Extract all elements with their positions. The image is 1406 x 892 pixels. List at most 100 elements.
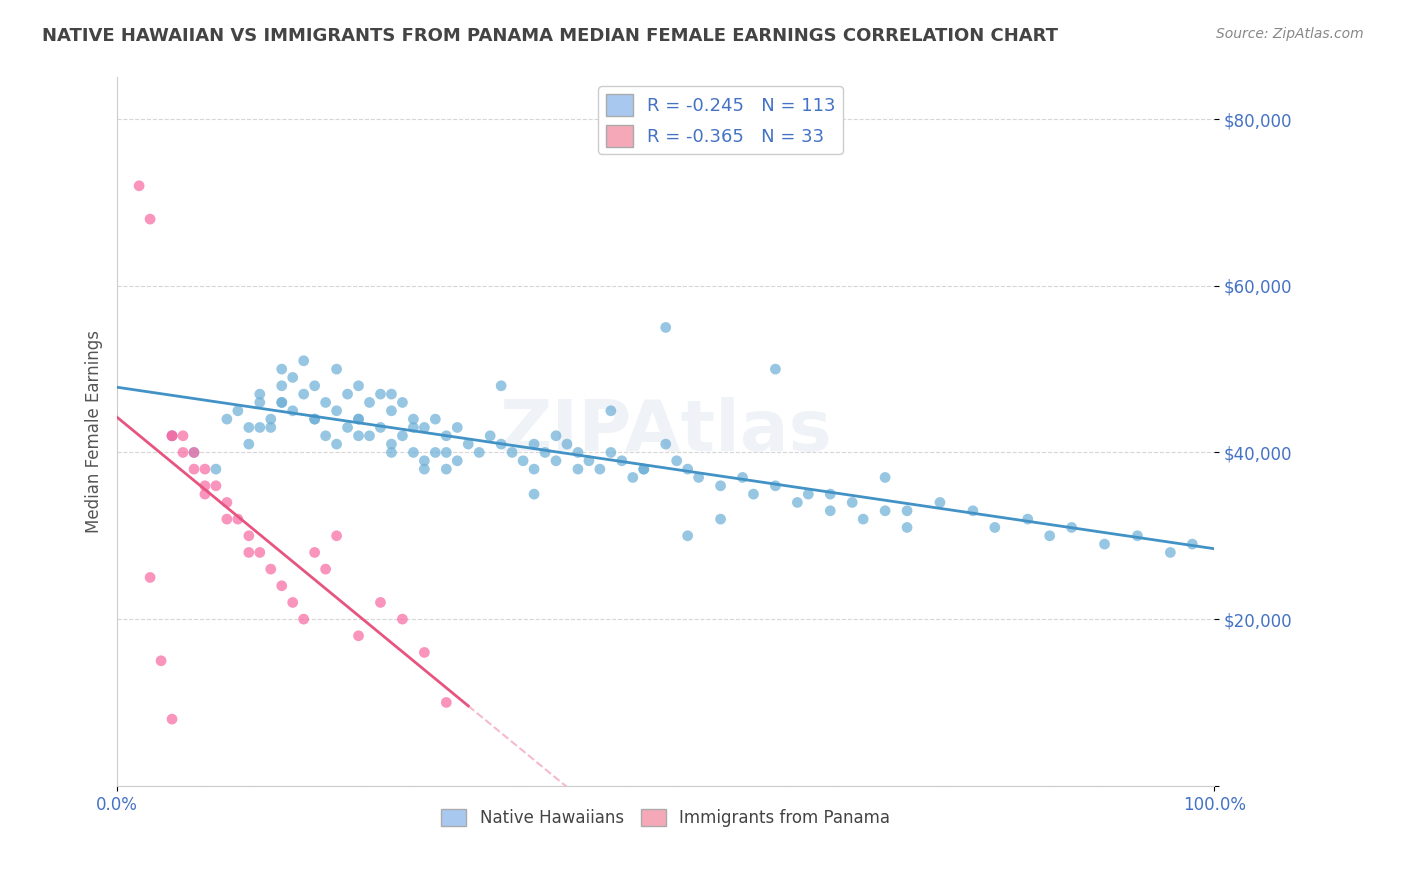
Point [325, 404, 347, 418]
Point [1159, 545, 1181, 559]
Point [347, 429, 370, 443]
Point [610, 454, 633, 468]
Point [709, 512, 731, 526]
Point [194, 479, 217, 493]
Point [534, 445, 557, 459]
Point [292, 353, 315, 368]
Point [270, 395, 292, 409]
Point [260, 420, 283, 434]
Point [370, 387, 392, 401]
Point [304, 378, 326, 392]
Point [1181, 537, 1204, 551]
Point [479, 429, 502, 443]
Point [380, 437, 402, 451]
Point [544, 429, 567, 443]
Point [875, 504, 897, 518]
Point [765, 479, 787, 493]
Point [347, 378, 370, 392]
Point [413, 645, 436, 659]
Point [742, 487, 765, 501]
Point [315, 562, 337, 576]
Point [1039, 529, 1062, 543]
Point [160, 429, 183, 443]
Point [336, 420, 359, 434]
Point [238, 545, 260, 559]
Point [370, 420, 392, 434]
Point [315, 429, 337, 443]
Point [391, 395, 413, 409]
Point [238, 437, 260, 451]
Point [875, 470, 897, 484]
Point [183, 445, 205, 459]
Point [336, 387, 359, 401]
Point [654, 437, 676, 451]
Point [270, 362, 292, 376]
Point [370, 595, 392, 609]
Point [194, 462, 217, 476]
Point [270, 579, 292, 593]
Point [654, 320, 676, 334]
Point [402, 445, 425, 459]
Point [391, 429, 413, 443]
Point [160, 429, 183, 443]
Point [359, 395, 381, 409]
Point [709, 479, 731, 493]
Point [962, 504, 984, 518]
Point [929, 495, 952, 509]
Text: ZIPAtlas: ZIPAtlas [499, 397, 832, 467]
Point [688, 470, 710, 484]
Point [402, 412, 425, 426]
Point [402, 420, 425, 434]
Point [633, 462, 655, 476]
Point [270, 395, 292, 409]
Point [765, 362, 787, 376]
Point [599, 445, 621, 459]
Point [347, 412, 370, 426]
Point [501, 445, 523, 459]
Point [512, 454, 534, 468]
Point [567, 445, 589, 459]
Point [380, 404, 402, 418]
Point [270, 378, 292, 392]
Point [523, 462, 546, 476]
Point [841, 495, 863, 509]
Point [260, 412, 283, 426]
Point [325, 362, 347, 376]
Point [544, 454, 567, 468]
Point [434, 696, 457, 710]
Point [260, 562, 283, 576]
Point [325, 529, 347, 543]
Point [665, 454, 688, 468]
Legend: Native Hawaiians, Immigrants from Panama: Native Hawaiians, Immigrants from Panama [434, 803, 897, 834]
Point [292, 387, 315, 401]
Point [281, 370, 304, 384]
Point [205, 479, 228, 493]
Point [676, 462, 699, 476]
Point [226, 404, 249, 418]
Point [249, 387, 271, 401]
Point [150, 654, 173, 668]
Point [139, 570, 162, 584]
Point [489, 378, 512, 392]
Point [434, 462, 457, 476]
Point [413, 462, 436, 476]
Point [567, 462, 589, 476]
Point [238, 420, 260, 434]
Point [380, 445, 402, 459]
Point [425, 445, 447, 459]
Point [249, 420, 271, 434]
Point [139, 212, 162, 227]
Point [820, 504, 842, 518]
Point [676, 529, 699, 543]
Point [555, 437, 578, 451]
Text: NATIVE HAWAIIAN VS IMMIGRANTS FROM PANAMA MEDIAN FEMALE EARNINGS CORRELATION CHA: NATIVE HAWAIIAN VS IMMIGRANTS FROM PANAM… [42, 27, 1059, 45]
Point [183, 462, 205, 476]
Point [172, 445, 194, 459]
Point [446, 454, 468, 468]
Point [194, 487, 217, 501]
Point [249, 545, 271, 559]
Point [578, 454, 600, 468]
Point [489, 437, 512, 451]
Point [633, 462, 655, 476]
Point [304, 412, 326, 426]
